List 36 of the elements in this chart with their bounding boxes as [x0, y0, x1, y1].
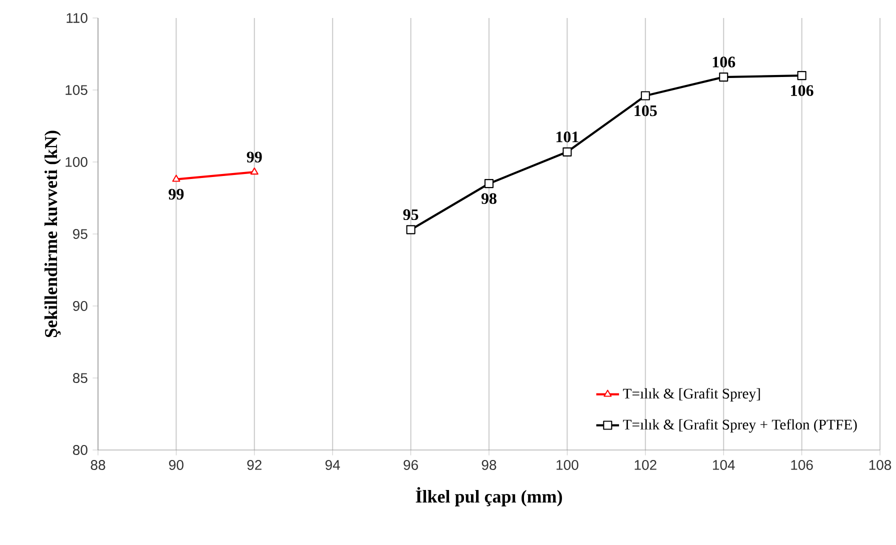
point	[797, 71, 806, 80]
data-label: 105	[634, 105, 657, 116]
point	[562, 147, 572, 156]
y-tick-label: 95	[73, 229, 88, 239]
legend-label: T=ılık & [Grafit Sprey]	[623, 388, 760, 402]
x-tick-label: 102	[634, 460, 656, 470]
y-axis-title: Şekillendirme kuvveti (kN)	[44, 130, 61, 338]
y-tick-label: 90	[73, 301, 88, 311]
data-label: 99	[246, 152, 262, 162]
x-tick-label: 100	[556, 460, 578, 470]
x-tick-label: 92	[247, 460, 262, 470]
y-tick-label: 100	[66, 157, 88, 167]
y-tick-label: 80	[72, 445, 88, 455]
point	[484, 179, 494, 188]
legend-label: T=ılık & [Grafit Sprey + Teflon (PTFE)	[623, 419, 857, 433]
x-tick-label: 98	[482, 460, 496, 470]
data-label: 101	[556, 132, 578, 142]
data-label: 95	[403, 209, 418, 220]
x-tick-label: 90	[169, 460, 184, 470]
point	[406, 225, 416, 234]
data-label: 106	[791, 85, 814, 96]
x-tick-label: 94	[325, 460, 340, 470]
y-tick-label: 110	[66, 13, 88, 23]
x-tick-label: 106	[791, 460, 813, 470]
x-tick-label: 104	[712, 460, 735, 470]
point	[719, 72, 728, 82]
point	[640, 91, 650, 100]
y-tick-label: 105	[66, 85, 88, 95]
data-label: 99	[168, 188, 184, 200]
y-tick-label: 85	[72, 373, 88, 383]
x-tick-label: 88	[90, 460, 106, 470]
data-label: 98	[481, 193, 496, 204]
data-label: 106	[712, 56, 736, 68]
x-tick-label: 96	[404, 460, 418, 470]
x-axis-title: İlkel pul çapı (mm)	[416, 487, 562, 506]
x-tick-label: 108	[869, 460, 892, 470]
